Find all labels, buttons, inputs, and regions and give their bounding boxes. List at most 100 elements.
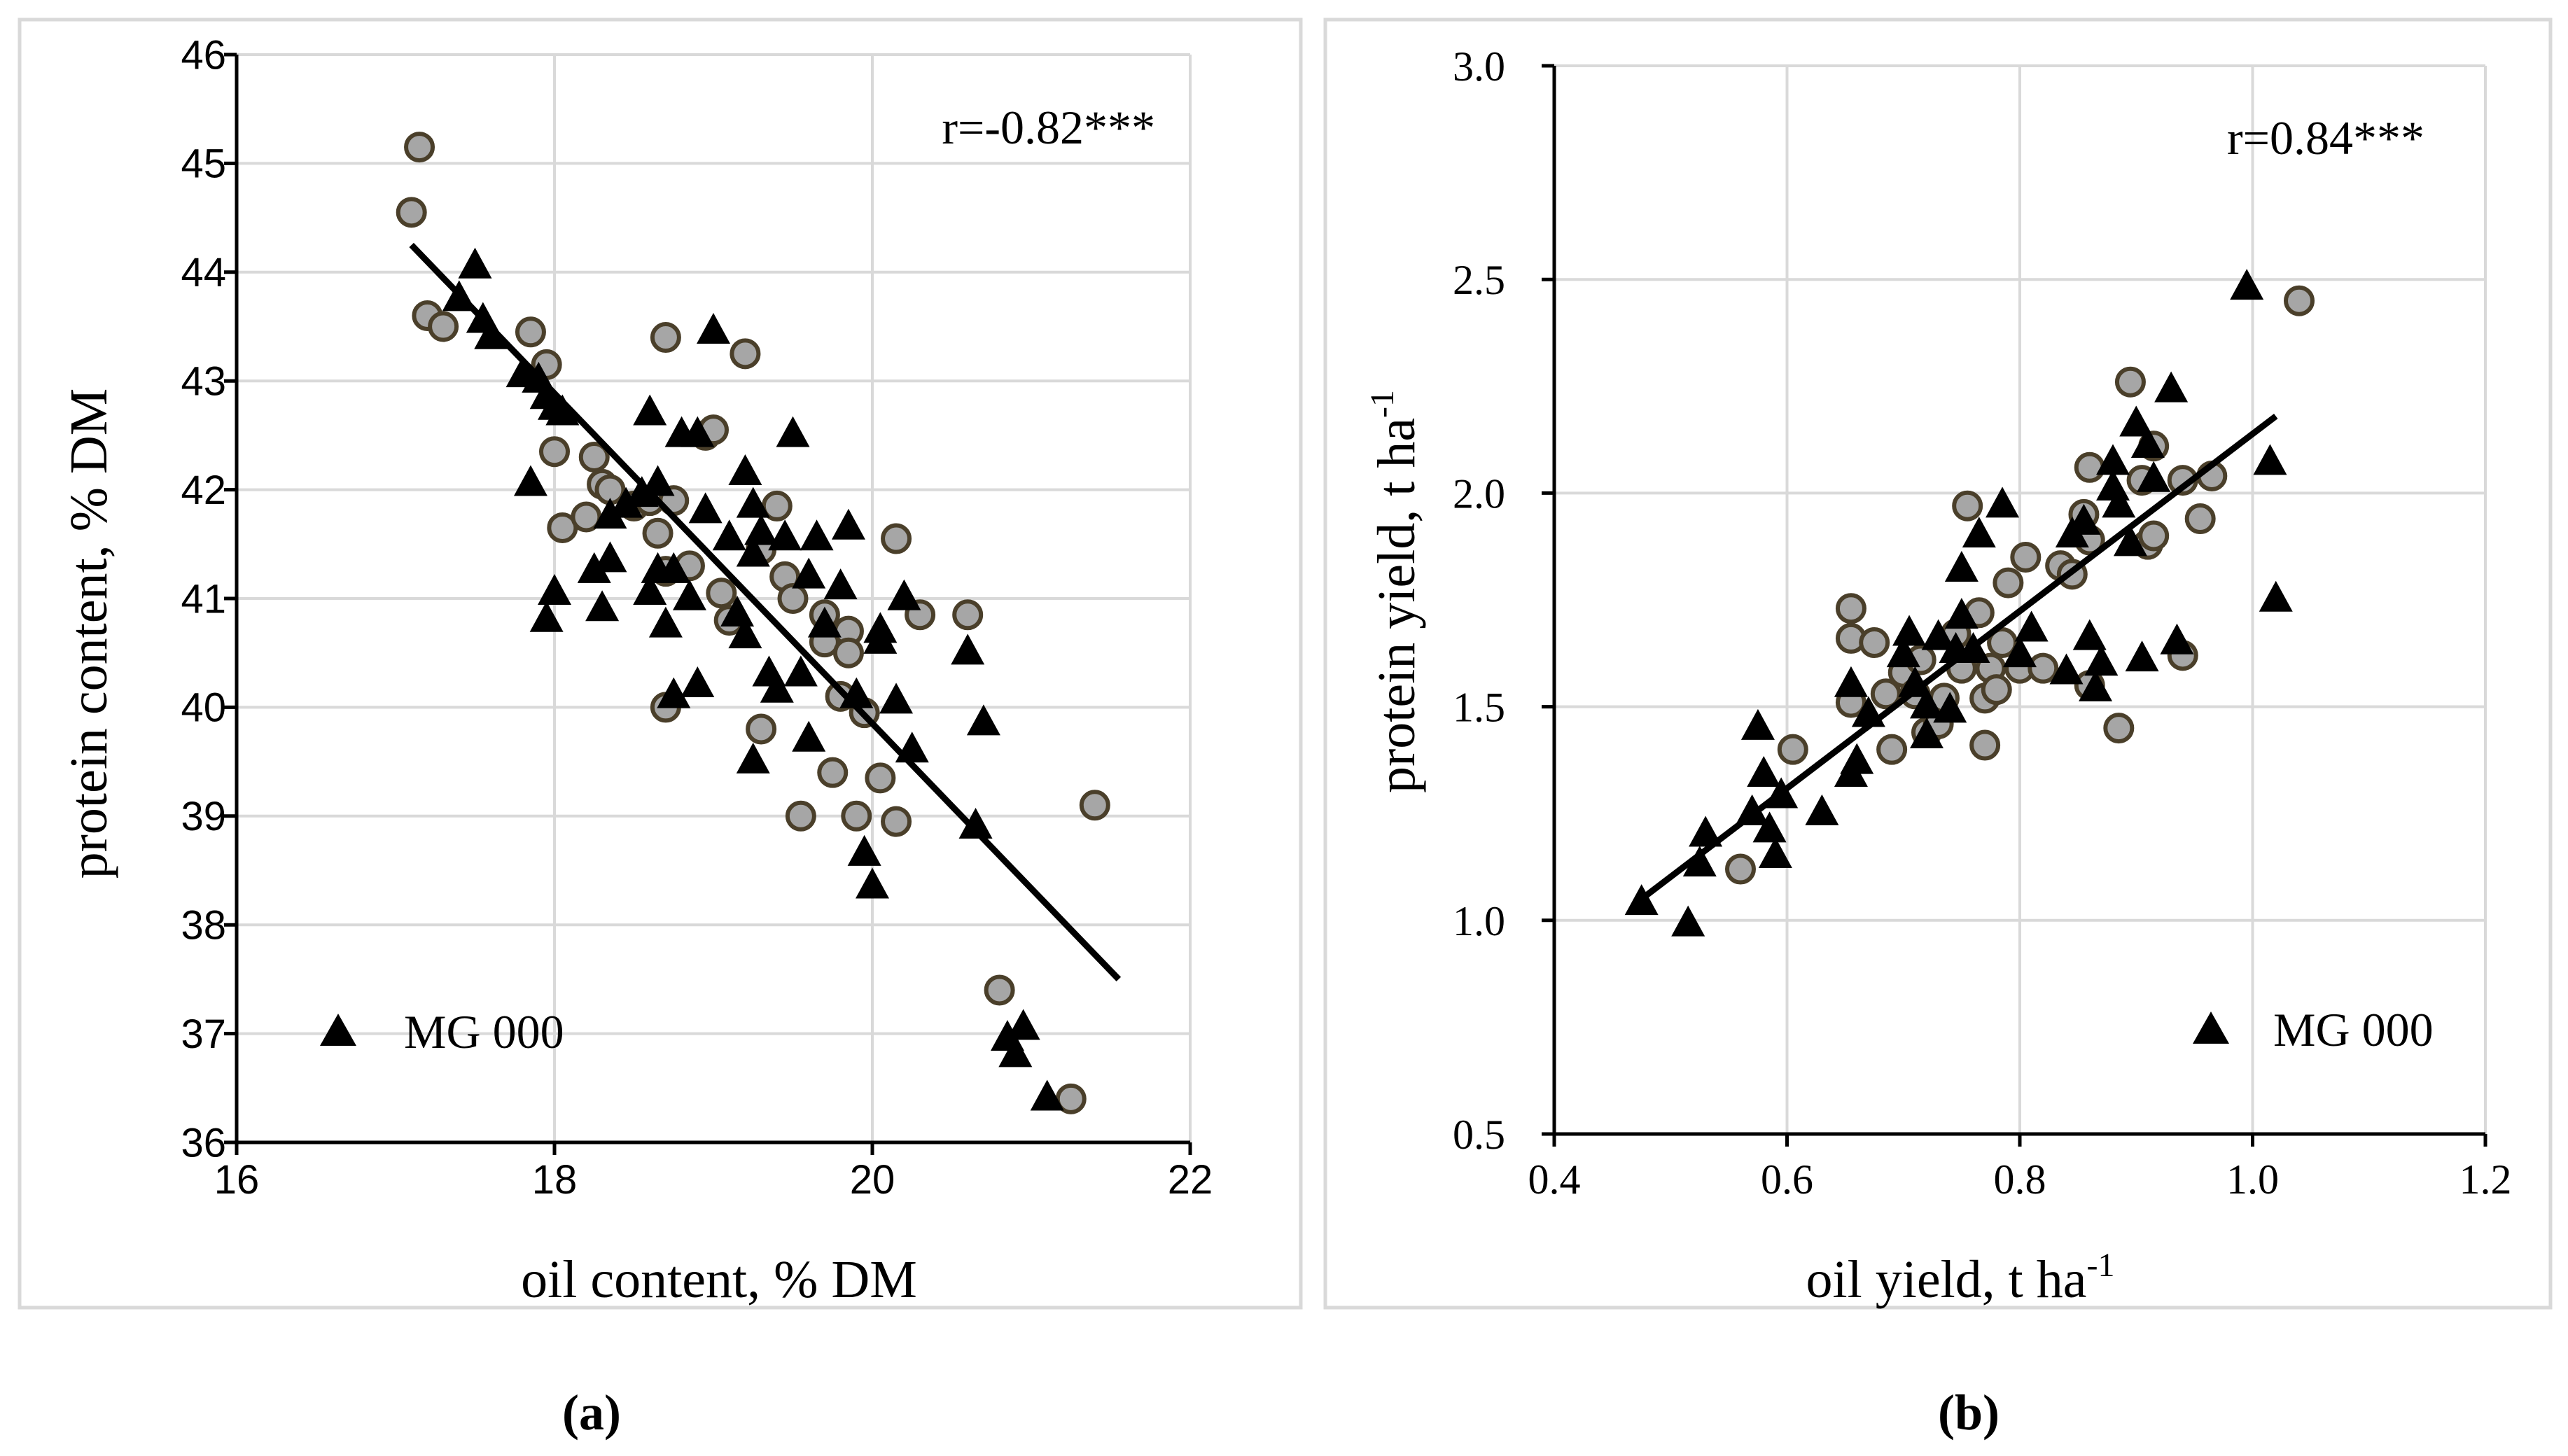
panel-a-label: (a) <box>562 1385 621 1441</box>
panel-a-frame <box>18 18 1303 1310</box>
data-point-triangle <box>513 465 547 496</box>
data-point-triangle <box>609 486 643 518</box>
data-point-circle <box>2103 713 2135 744</box>
panel-a-correlation: r=-0.82*** <box>942 101 1155 154</box>
x-tick-label: 1.2 <box>2459 1156 2512 1203</box>
data-point-circle <box>571 501 602 533</box>
data-point-triangle <box>2067 503 2101 535</box>
data-point-triangle <box>863 612 898 643</box>
data-point-triangle <box>1671 905 1705 937</box>
data-point-triangle <box>681 666 715 698</box>
data-point-triangle <box>633 394 667 426</box>
panel-a-grid <box>237 53 1192 1142</box>
panel-b-correlation: r=0.84*** <box>2227 111 2424 164</box>
x-tick-label: 0.8 <box>1994 1156 2046 1203</box>
data-point-circle <box>865 762 896 794</box>
panel-a-legend: MG 000 <box>320 1005 564 1058</box>
data-point-circle <box>1835 593 1866 624</box>
data-point-circle <box>539 436 570 468</box>
panel-b-y-axis-title-text: protein yield, t ha <box>1367 418 1426 793</box>
data-point-triangle <box>1840 743 1874 774</box>
data-point-triangle <box>593 541 627 573</box>
panel-a-axes <box>224 52 1192 1155</box>
y-tick-label: 3.0 <box>1453 43 1505 90</box>
data-point-triangle <box>1624 884 1659 916</box>
data-point-circle <box>578 441 610 472</box>
data-point-triangle <box>958 808 993 839</box>
panel-b-y-axis-title: protein yield, t ha-1 <box>1364 390 1426 793</box>
y-tick-label: 38 <box>181 903 226 948</box>
data-point-triangle <box>744 514 779 545</box>
data-point-triangle <box>728 454 762 486</box>
panel-b-tick-labels: 0.5 1.0 1.5 2.0 2.5 3.0 0.4 0.6 0.8 1.0 1.2 <box>1453 43 2512 1203</box>
data-point-triangle <box>847 834 881 866</box>
data-point-triangle <box>2253 444 2287 475</box>
data-point-triangle <box>474 318 508 349</box>
data-point-circle <box>817 757 849 788</box>
data-point-circle <box>2284 285 2315 316</box>
panel-b-axes <box>1542 64 2487 1147</box>
panel-b-x-axis-title-text: oil yield, t ha <box>1806 1250 2086 1309</box>
data-point-triangle <box>887 579 921 610</box>
panel-b-x-axis-title: oil yield, t ha-1 <box>1806 1247 2114 1309</box>
data-point-circle <box>642 517 674 549</box>
data-point-triangle <box>2102 486 2136 518</box>
panel-b-points <box>1624 269 2315 937</box>
y-tick-label: 37 <box>181 1011 226 1057</box>
y-tick-label: 36 <box>181 1120 226 1166</box>
panel-a-trendline <box>409 242 1122 982</box>
y-tick-label: 43 <box>181 359 226 405</box>
data-point-circle <box>1969 729 2001 761</box>
data-point-triangle <box>2259 580 2293 612</box>
data-point-triangle <box>2119 405 2154 437</box>
x-tick-label: 16 <box>214 1157 260 1203</box>
panel-b-grid <box>1554 64 2487 1134</box>
data-point-triangle <box>593 498 627 529</box>
panel-b-legend-triangle-icon <box>2193 1011 2229 1044</box>
data-point-triangle <box>760 671 794 703</box>
data-point-triangle <box>768 519 802 551</box>
data-point-circle <box>2028 652 2059 684</box>
data-point-triangle <box>1740 708 1775 740</box>
data-point-triangle <box>1892 615 1927 646</box>
data-point-circle <box>785 800 816 832</box>
y-tick-label: 1.5 <box>1453 685 1505 731</box>
data-point-triangle <box>712 519 746 551</box>
data-point-circle <box>1876 734 1908 765</box>
data-point-triangle <box>2160 623 2194 654</box>
data-point-triangle <box>1758 836 1792 868</box>
data-point-circle <box>761 490 793 522</box>
panel-a-tick-labels: 36 37 38 39 40 41 42 43 44 45 46 16 18 20 22 <box>181 32 1213 1203</box>
data-point-triangle <box>681 416 715 447</box>
data-point-triangle <box>823 568 858 600</box>
data-point-triangle <box>1805 794 1839 825</box>
data-point-triangle <box>648 606 683 638</box>
panel-a-x-axis-title: oil content, % DM <box>521 1250 917 1309</box>
data-point-triangle <box>1006 1009 1040 1040</box>
y-tick-label: 40 <box>181 685 226 731</box>
data-point-triangle <box>1921 619 1955 650</box>
data-point-triangle <box>1898 666 1932 697</box>
y-tick-label: 45 <box>181 141 226 187</box>
data-point-circle <box>1952 490 1983 522</box>
data-point-triangle <box>624 476 659 507</box>
panel-a-legend-triangle-icon <box>320 1014 356 1046</box>
panel-a-legend-label: MG 000 <box>404 1005 564 1058</box>
y-tick-label: 2.5 <box>1453 257 1505 303</box>
data-point-circle <box>777 583 809 614</box>
data-point-triangle <box>800 519 834 551</box>
data-point-triangle <box>688 492 723 524</box>
data-point-triangle <box>657 677 691 708</box>
data-point-triangle <box>458 247 492 279</box>
data-point-circle <box>730 338 761 370</box>
data-point-circle <box>746 713 777 745</box>
data-point-triangle <box>2003 636 2037 668</box>
y-tick-label: 1.0 <box>1453 898 1505 944</box>
panel-b-legend-label: MG 000 <box>2273 1003 2434 1056</box>
data-point-triangle <box>2154 371 2189 402</box>
data-point-triangle <box>1030 1079 1064 1111</box>
data-point-triangle <box>2049 653 2084 685</box>
data-point-triangle <box>895 732 929 763</box>
data-point-triangle <box>1747 755 1781 787</box>
